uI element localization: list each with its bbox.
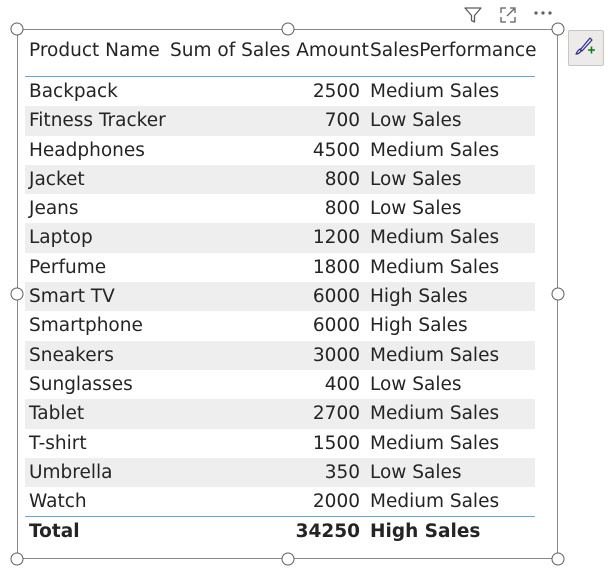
cell-product-name: Headphones xyxy=(29,139,145,161)
cell-product-name: Watch xyxy=(29,491,87,513)
table-header-row: Product Name Sum of Sales Amount SalesPe… xyxy=(25,34,537,68)
resize-handle-bottom-right[interactable] xyxy=(551,552,565,566)
cell-sales-amount: 6000 xyxy=(312,315,360,337)
cell-sales-amount: 3000 xyxy=(312,344,360,366)
cell-sales-amount: 2500 xyxy=(312,81,360,102)
filter-icon[interactable] xyxy=(461,4,485,26)
cell-sales-performance: Medium Sales xyxy=(370,227,500,249)
resize-handle-left[interactable] xyxy=(10,287,24,301)
cell-sales-amount: 700 xyxy=(324,110,360,132)
table-body: Backpack 2500 Medium Sales Fitness Track… xyxy=(25,77,535,516)
table-row[interactable]: Sunglasses 400 Low Sales xyxy=(25,370,535,399)
cell-product-name: Backpack xyxy=(29,81,118,102)
cell-sales-amount: 1500 xyxy=(312,432,360,454)
cell-sales-amount: 1200 xyxy=(312,227,360,249)
resize-handle-bottom[interactable] xyxy=(281,552,295,566)
total-divider xyxy=(25,516,535,518)
total-label: Total xyxy=(29,521,80,543)
table-row[interactable]: Sneakers 3000 Medium Sales xyxy=(25,340,535,370)
cell-sales-amount: 2700 xyxy=(312,403,360,425)
cell-sales-performance: Low Sales xyxy=(370,198,462,220)
cell-sales-performance: Medium Sales xyxy=(370,81,500,102)
cell-sales-amount: 350 xyxy=(324,461,360,483)
resize-handle-right[interactable] xyxy=(551,287,565,301)
cell-sales-amount: 6000 xyxy=(312,286,360,308)
cell-sales-performance: Low Sales xyxy=(370,373,462,395)
cell-product-name: Jacket xyxy=(29,168,85,190)
focus-mode-icon[interactable] xyxy=(496,4,520,26)
cell-product-name: T-shirt xyxy=(29,432,87,454)
cell-product-name: Umbrella xyxy=(29,461,113,483)
cell-sales-performance: Medium Sales xyxy=(370,139,500,161)
cell-sales-amount: 2000 xyxy=(312,491,360,513)
table-visual: Product Name Sum of Sales Amount SalesPe… xyxy=(25,34,537,547)
cell-product-name: Jeans xyxy=(29,198,79,220)
cell-sales-amount: 400 xyxy=(324,373,360,395)
cell-product-name: Smart TV xyxy=(29,286,115,308)
resize-handle-top[interactable] xyxy=(281,22,295,36)
cell-product-name: Laptop xyxy=(29,227,93,249)
cell-sales-performance: Low Sales xyxy=(370,110,462,132)
table-row[interactable]: Jeans 800 Low Sales xyxy=(25,194,535,223)
column-header-sum-of-sales-amount[interactable]: Sum of Sales Amount xyxy=(170,40,369,61)
cell-sales-performance: Medium Sales xyxy=(370,344,500,366)
cell-sales-amount: 800 xyxy=(324,168,360,190)
visual-header xyxy=(458,4,558,26)
table-row[interactable]: Smart TV 6000 High Sales xyxy=(25,282,535,312)
cell-product-name: Tablet xyxy=(29,403,85,425)
table-row[interactable]: Jacket 800 Low Sales xyxy=(25,164,535,195)
cell-product-name: Smartphone xyxy=(29,315,143,337)
total-sales-amount: 34250 xyxy=(295,521,360,543)
cell-sales-performance: Medium Sales xyxy=(370,256,500,278)
resize-handle-bottom-left[interactable] xyxy=(10,552,24,566)
table-row[interactable]: Smartphone 6000 High Sales xyxy=(25,311,535,340)
table-row[interactable]: Perfume 1800 Medium Sales xyxy=(25,253,535,282)
cell-sales-performance: Medium Sales xyxy=(370,432,500,454)
total-sales-performance: High Sales xyxy=(370,521,481,543)
cell-sales-performance: Low Sales xyxy=(370,461,462,483)
table-row[interactable]: Tablet 2700 Medium Sales xyxy=(25,399,535,429)
more-options-icon[interactable] xyxy=(531,4,555,26)
format-painter-button[interactable] xyxy=(568,30,604,66)
table-row[interactable]: Headphones 4500 Medium Sales xyxy=(25,136,535,165)
cell-sales-performance: High Sales xyxy=(370,315,468,337)
table-row[interactable]: Umbrella 350 Low Sales xyxy=(25,457,535,488)
cell-sales-performance: Medium Sales xyxy=(370,403,500,425)
total-row[interactable]: Total 34250 High Sales xyxy=(25,517,535,547)
table-row[interactable]: Backpack 2500 Medium Sales xyxy=(25,77,535,106)
table-row[interactable]: Watch 2000 Medium Sales xyxy=(25,487,535,516)
table-row[interactable]: Laptop 1200 Medium Sales xyxy=(25,223,535,253)
cell-product-name: Perfume xyxy=(29,256,107,278)
column-header-sales-performance[interactable]: SalesPerformance xyxy=(370,40,537,61)
column-header-product-name[interactable]: Product Name xyxy=(29,40,160,61)
cell-sales-performance: Medium Sales xyxy=(370,491,500,513)
cell-sales-amount: 800 xyxy=(324,198,360,220)
format-painter-icon xyxy=(573,33,599,63)
cell-sales-performance: High Sales xyxy=(370,286,468,308)
cell-product-name: Sunglasses xyxy=(29,373,133,395)
table-row[interactable]: Fitness Tracker 700 Low Sales xyxy=(25,106,535,136)
header-divider xyxy=(25,76,535,77)
resize-handle-top-left[interactable] xyxy=(10,22,24,36)
cell-product-name: Sneakers xyxy=(29,344,114,366)
cell-product-name: Fitness Tracker xyxy=(29,110,166,132)
cell-sales-performance: Low Sales xyxy=(370,168,462,190)
cell-sales-amount: 1800 xyxy=(312,256,360,278)
table-row[interactable]: T-shirt 1500 Medium Sales xyxy=(25,429,535,458)
cell-sales-amount: 4500 xyxy=(312,139,360,161)
resize-handle-top-right[interactable] xyxy=(551,22,565,36)
